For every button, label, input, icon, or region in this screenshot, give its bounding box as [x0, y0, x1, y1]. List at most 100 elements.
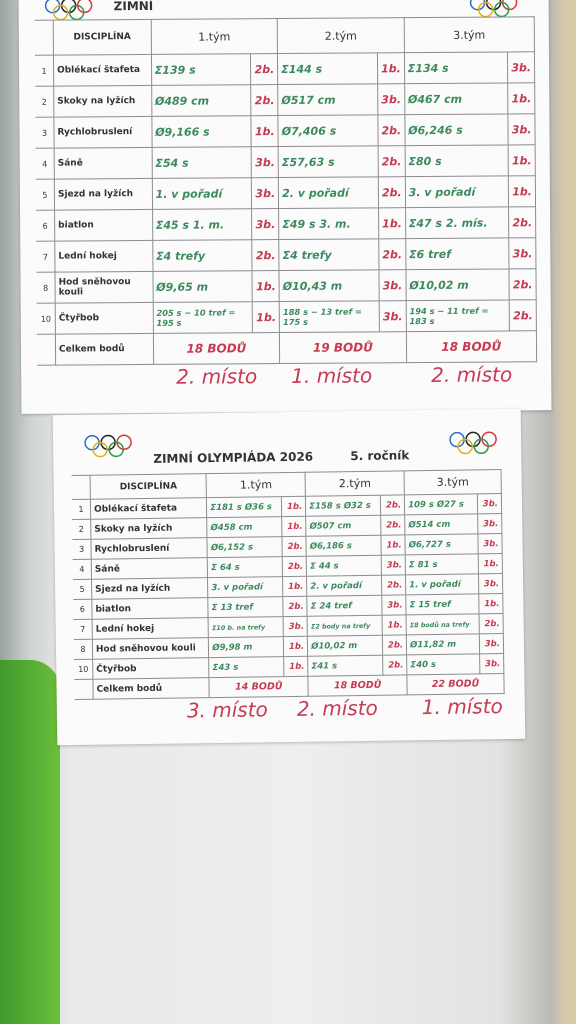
result: Σ158 s Ø32 s — [305, 495, 381, 517]
points: 2b. — [252, 239, 280, 271]
points: 1b. — [283, 636, 308, 657]
result: Ø6,246 s — [404, 113, 509, 146]
row: 4 Sáně Σ54 s 3b. Σ57,63 s 2b. Σ80 s 1b. — [35, 144, 536, 180]
points: 1b. — [508, 144, 536, 176]
place: 1. místo — [421, 694, 503, 720]
discipline: Lední hokej — [92, 617, 209, 640]
result: Σ40 s — [406, 653, 480, 675]
results-table: DISCIPLÍNA 1.tým 2.tým 3.tým 1 Oblékací štafe… — [34, 16, 537, 366]
result: Ø9,65 m — [152, 270, 253, 303]
result: Σ8 bodů na trefy — [406, 613, 480, 635]
points: 1b. — [281, 496, 306, 517]
discipline: Skoky na lyžích — [53, 85, 152, 118]
points: 1b. — [478, 593, 504, 614]
total: 18 BODŮ — [308, 674, 408, 697]
sheet: ZIMNÍ DISCIPLÍNA 1.tým 2.tým 3.tým 1 Oblékací… — [18, 0, 552, 414]
discipline: Čtyřbob — [92, 657, 210, 680]
result: Σ 44 s — [306, 555, 382, 577]
result: Σ80 s — [404, 144, 509, 177]
result: Ø10,02 m — [307, 635, 383, 657]
discipline: biatlon — [54, 209, 153, 242]
green-object — [0, 660, 60, 1024]
points: 1b. — [381, 614, 407, 636]
result: Σ6 tref — [405, 237, 510, 270]
row-number: 4 — [35, 148, 55, 180]
result: Σ 15 tref — [405, 593, 479, 615]
points: 1b. — [508, 175, 536, 207]
row-number: 2 — [35, 86, 54, 118]
row-number: 3 — [72, 539, 92, 560]
result: Ø514 cm — [404, 513, 478, 535]
points: 3b. — [379, 300, 407, 332]
points: 3b. — [478, 573, 503, 594]
result: Σ 13 tref — [208, 596, 284, 618]
result: Σ181 s Ø36 s — [206, 496, 282, 518]
points: 3b. — [381, 594, 407, 616]
points: 2b. — [377, 114, 405, 146]
total-row: Celkem bodů 18 BODŮ 19 BODŮ 18 BODŮ — [36, 330, 537, 366]
points: 1b. — [377, 52, 405, 84]
points: 2b. — [282, 596, 308, 617]
points: 3b. — [283, 616, 308, 637]
points: 2b. — [478, 613, 504, 634]
num-header — [71, 475, 91, 500]
points: 1b. — [281, 516, 307, 537]
row-number: 7 — [36, 241, 55, 273]
row: 3 Rychlobruslení Ø9,166 s 1b. Ø7,406 s 2b. Ø6,… — [35, 113, 536, 149]
points: 2b. — [251, 84, 279, 116]
row: 2 Skoky na lyžích Ø489 cm 2b. Ø517 cm 3b. Ø467… — [35, 82, 535, 118]
result: Ø10,43 m — [279, 269, 380, 302]
result: Σ43 s — [208, 656, 284, 678]
result: Ø10,02 m — [405, 268, 510, 301]
row: 6 biatlon Σ45 s 1. m. 3b. Σ49 s 3. m. 1b. Σ47 … — [36, 206, 536, 242]
olympic-rings — [44, 0, 93, 21]
result: Σ10 b. na trefy — [208, 616, 284, 638]
result: 2. v pořadí — [306, 575, 382, 597]
points: 2b. — [382, 634, 407, 656]
result: 205 s − 10 tref = 195 s — [152, 301, 253, 334]
discipline: Skoky na lyžích — [90, 517, 208, 540]
result: Ø9,98 m — [208, 636, 284, 658]
row-number: 6 — [36, 210, 55, 242]
result: Σ54 s — [151, 146, 252, 179]
points: 2b. — [378, 176, 406, 208]
result: Σ4 trefy — [152, 239, 253, 272]
team-header: 3.tým — [403, 16, 535, 53]
result: 2. v pořadí — [278, 176, 379, 209]
result: Σ47 s 2. mís. — [405, 206, 510, 239]
discipline: Hod sněhovou kouli — [92, 637, 209, 660]
row-number: 5 — [35, 179, 55, 211]
discipline: biatlon — [91, 597, 209, 620]
result: 194 s − 11 tref = 183 s — [405, 299, 510, 332]
num-empty — [36, 334, 56, 366]
result: Ø6,727 s — [405, 533, 478, 555]
result: Ø507 cm — [305, 515, 381, 537]
place: 2. místo — [431, 362, 513, 387]
result: 188 s − 13 tref = 175 s — [279, 300, 380, 333]
sheet-title: ZIMNÍ OLYMPIÁDA 2026 — [153, 449, 314, 466]
points: 3b. — [251, 146, 279, 178]
result: Ø6,186 s — [306, 535, 382, 557]
place: 1. místo — [291, 363, 373, 388]
points: 1b. — [283, 656, 309, 677]
total-label: Celkem bodů — [55, 333, 154, 366]
row: 1 Oblékací štafeta Σ139 s 2b. Σ144 s 1b. Σ134 … — [34, 51, 535, 87]
points: 1b. — [282, 576, 308, 597]
points: 3b. — [477, 493, 502, 514]
edition: 5. ročník — [350, 448, 410, 464]
points: 3b. — [377, 83, 405, 115]
points: 2b. — [509, 268, 537, 300]
place: 3. místo — [186, 697, 268, 723]
points: 2b. — [281, 536, 307, 557]
row-number: 2 — [72, 519, 91, 540]
points: 3b. — [479, 633, 504, 654]
sheet-title: ZIMNÍ — [113, 0, 154, 14]
result: Σ41 s — [307, 655, 383, 677]
result: Σ 24 tref — [307, 595, 382, 617]
place: 2. místo — [296, 695, 378, 721]
points: 1b. — [477, 553, 503, 574]
points: 2b. — [509, 299, 537, 331]
result: Ø7,406 s — [278, 114, 379, 147]
result: Σ 81 s — [405, 553, 479, 575]
discipline: Sáně — [91, 557, 208, 580]
